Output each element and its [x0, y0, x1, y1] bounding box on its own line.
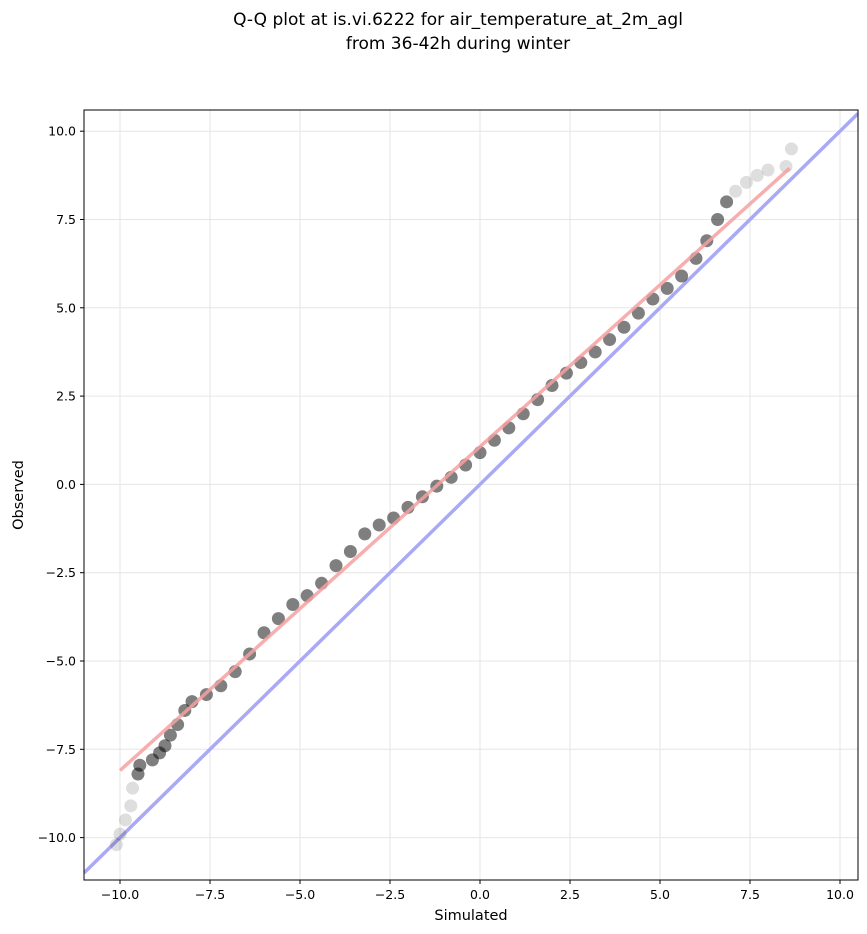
quantile-point: [126, 781, 140, 795]
x-tick-label: 5.0: [650, 887, 670, 902]
quantile-point: [133, 758, 147, 772]
quantile-point: [784, 142, 798, 156]
quantile-point: [631, 306, 645, 320]
quantile-point: [660, 281, 674, 295]
y-tick-label: −7.5: [46, 742, 76, 757]
quantile-point: [163, 728, 177, 742]
x-tick-label: −7.5: [195, 887, 225, 902]
y-tick-label: −5.0: [46, 654, 76, 669]
y-tick-label: 0.0: [56, 477, 76, 492]
quantile-point: [750, 168, 764, 182]
x-tick-label: 7.5: [740, 887, 760, 902]
quantile-point: [124, 799, 138, 813]
x-tick-label: 0.0: [470, 887, 490, 902]
y-axis-label: Observed: [11, 460, 27, 530]
chart-title: Q-Q plot at is.vi.6222 for air_temperatu…: [233, 10, 683, 54]
grid-lines: [84, 110, 858, 880]
quantile-point: [545, 379, 559, 393]
x-tick-label: −10.0: [101, 887, 139, 902]
plot-frame: [83, 109, 859, 881]
x-tick-label: −5.0: [285, 887, 315, 902]
quantile-point: [271, 612, 285, 626]
quantile-point: [158, 739, 172, 753]
quantile-point: [109, 838, 123, 852]
quantile-point: [343, 545, 357, 559]
quantile-point: [711, 212, 725, 226]
quantile-point: [739, 175, 753, 189]
quantile-point: [761, 163, 775, 177]
y-tick-label: 2.5: [56, 389, 76, 404]
x-tick-label: 10.0: [826, 887, 854, 902]
quantile-point: [372, 518, 386, 532]
title-line-1: Q-Q plot at is.vi.6222 for air_temperatu…: [233, 10, 683, 30]
title-line-2: from 36-42h during winter: [346, 34, 570, 54]
x-axis-label: Simulated: [434, 908, 507, 924]
y-tick-label: 5.0: [56, 300, 76, 315]
fit-line: [118, 166, 791, 772]
y-tick-label: 10.0: [48, 124, 76, 139]
quantile-point: [329, 559, 343, 573]
y-tick-label: −10.0: [38, 830, 76, 845]
quantile-point: [358, 527, 372, 541]
quantile-point: [617, 320, 631, 334]
fit-line-path: [118, 166, 791, 772]
quantile-point: [118, 813, 132, 827]
x-tick-label: 2.5: [560, 887, 580, 902]
y-axis-ticks: −10.0 −7.5 −5.0 −2.5 0.0 2.5 5.0 7.5 10.0: [38, 124, 84, 845]
x-axis-ticks: −10.0 −7.5 −5.0 −2.5 0.0 2.5 5.0 7.5 10.0: [101, 880, 854, 902]
identity-line: [84, 112, 858, 875]
y-tick-label: −2.5: [46, 565, 76, 580]
y-tick-label: 7.5: [56, 212, 76, 227]
quantile-point: [603, 333, 617, 347]
quantile-point: [286, 597, 300, 611]
quantile-point: [588, 345, 602, 359]
quantile-point: [720, 195, 734, 209]
quantile-point: [113, 827, 127, 841]
quantile-point: [675, 269, 689, 283]
quantile-point: [729, 184, 743, 198]
x-tick-label: −2.5: [375, 887, 405, 902]
identity-line-path: [84, 112, 858, 875]
